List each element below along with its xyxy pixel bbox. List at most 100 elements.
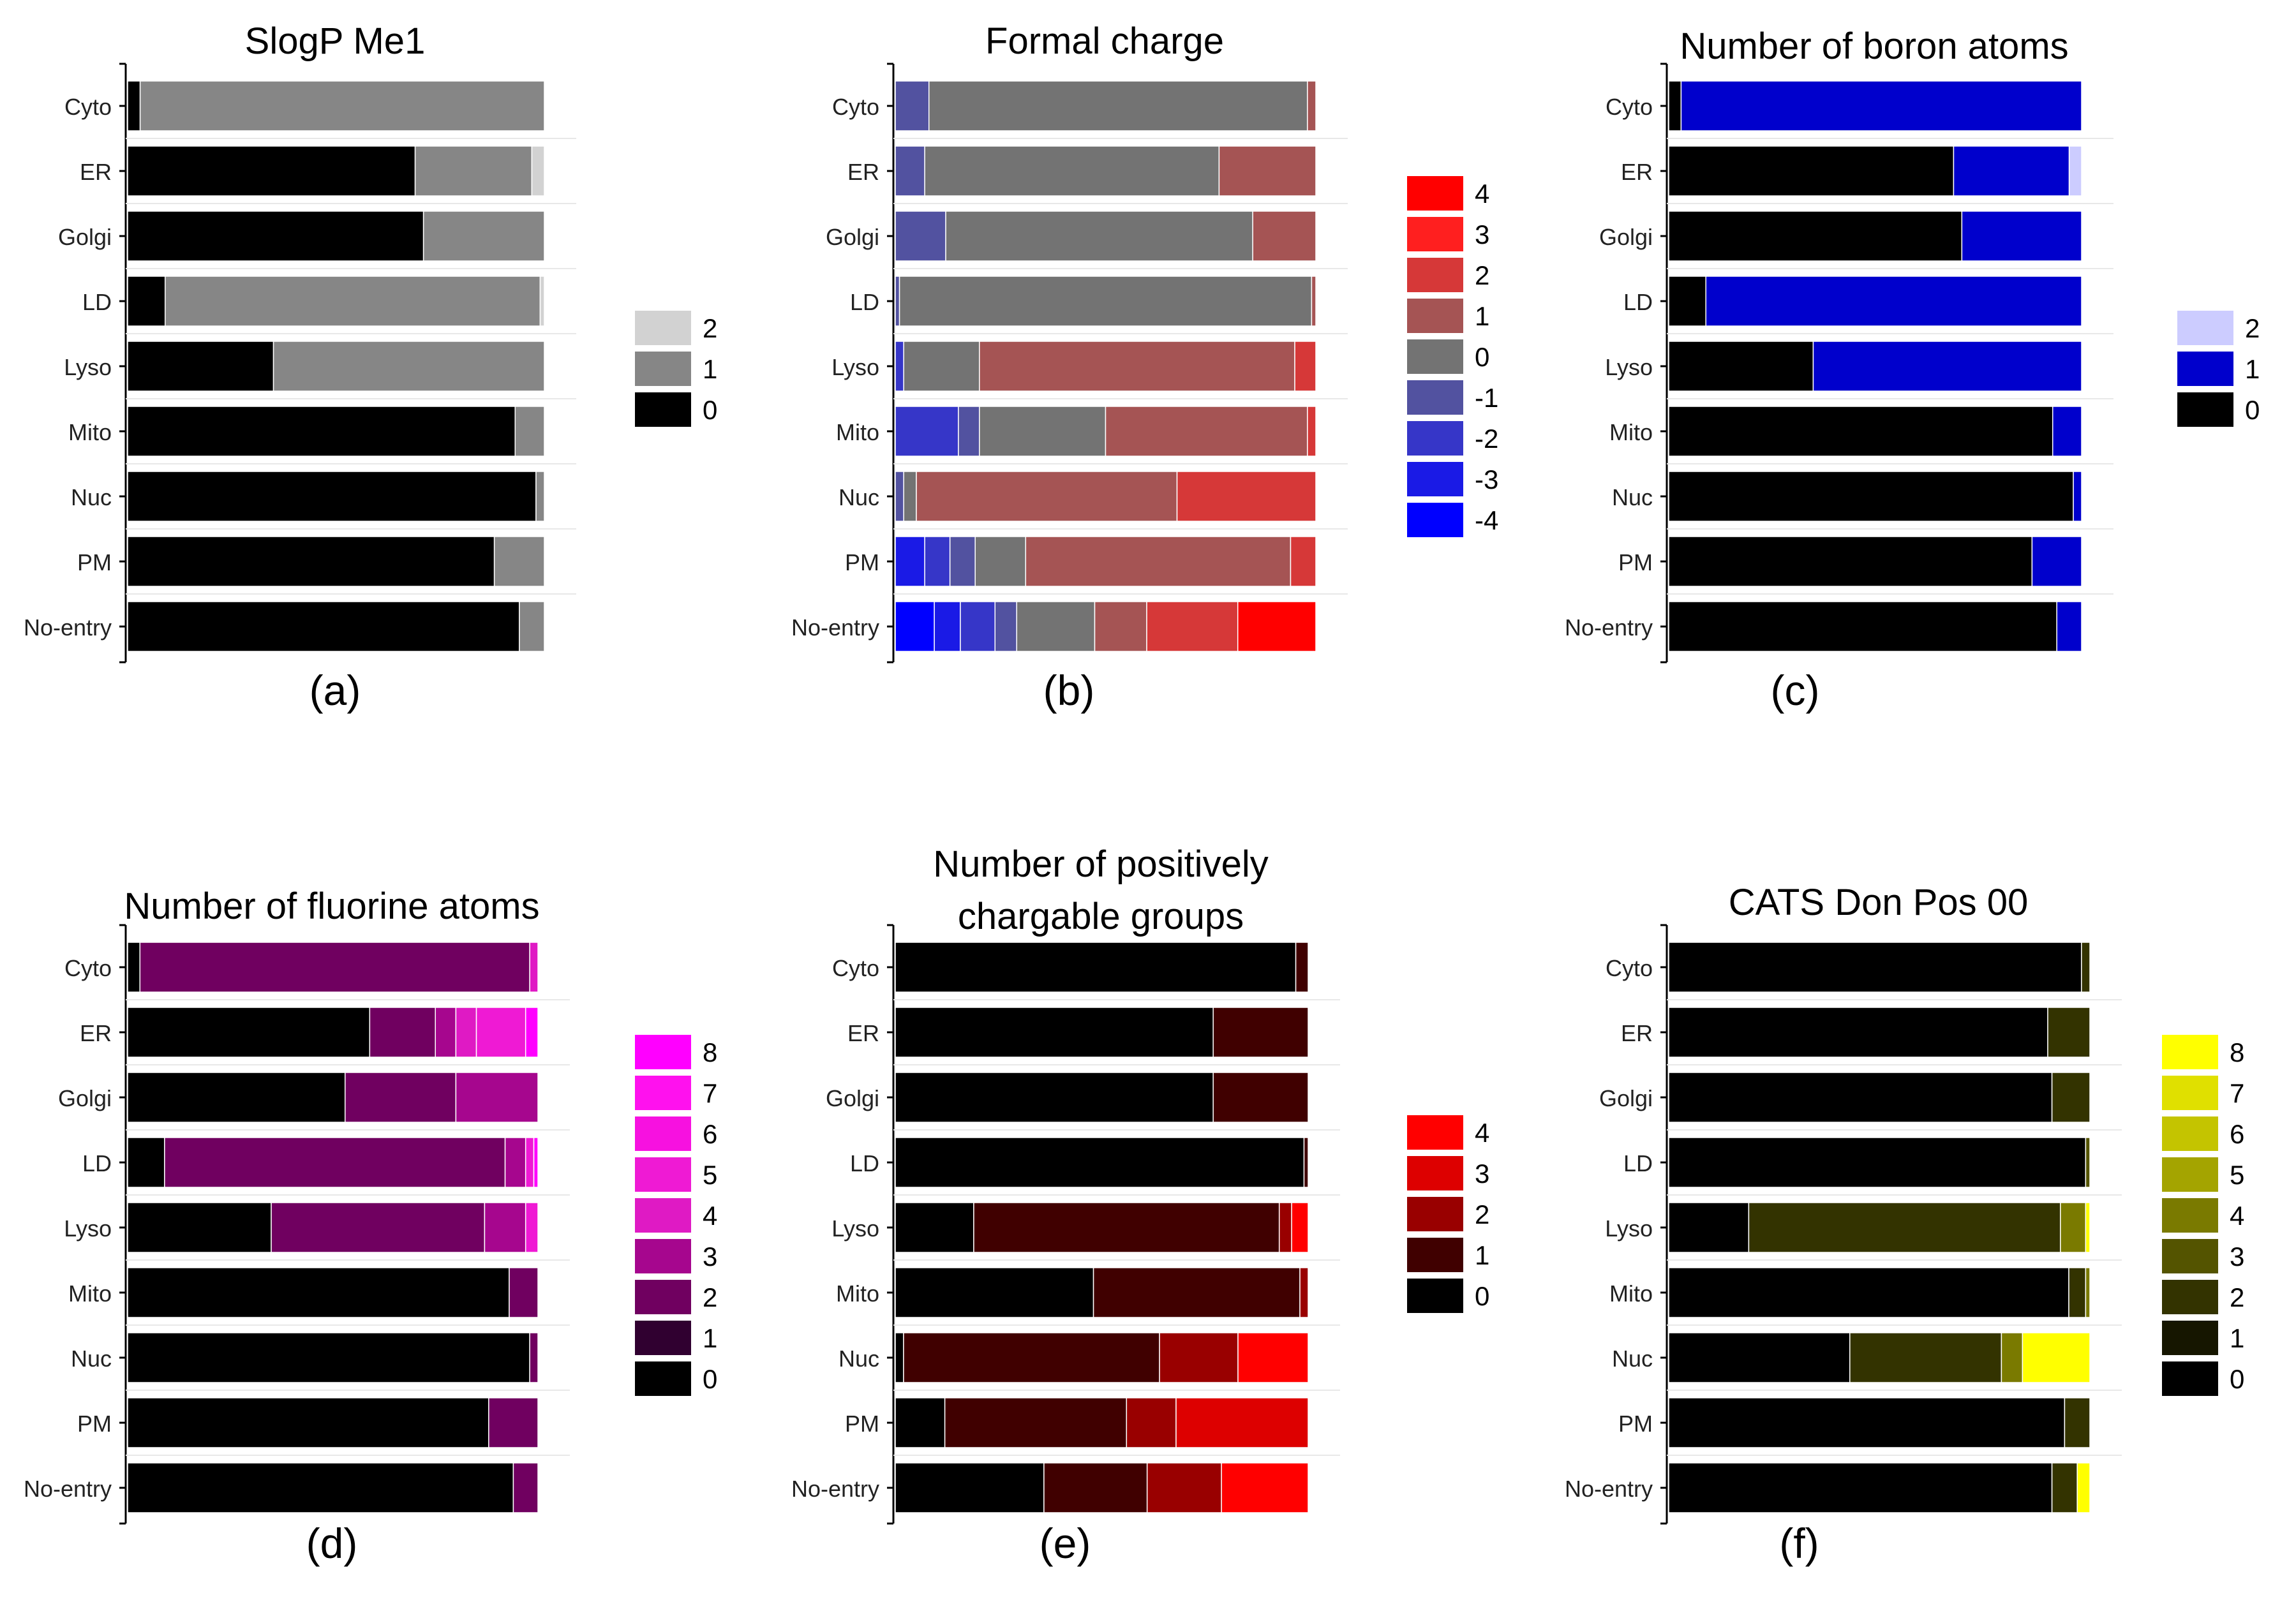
bar-segment [895, 406, 959, 457]
legend-swatch [1407, 380, 1463, 415]
legend-swatch [2177, 352, 2233, 386]
legend-swatch [2162, 1361, 2218, 1396]
bar-segment [979, 406, 1107, 457]
bar-segment [944, 1397, 1128, 1448]
category-label: Nuc [71, 484, 112, 510]
category-label: Golgi [826, 1085, 879, 1111]
legend-swatch [635, 1280, 691, 1314]
bar-segment [895, 341, 904, 392]
legend-label: 8 [703, 1037, 717, 1067]
bar-segment [139, 942, 530, 993]
bar-segment [973, 1202, 1280, 1253]
legend-swatch [1407, 339, 1463, 374]
bar-segment [488, 1397, 539, 1448]
bar-segment [1668, 601, 2057, 652]
chart-title: CATS Don Pos 00 [1729, 882, 2029, 923]
category-label: PM [845, 1411, 879, 1437]
legend-swatch [635, 1361, 691, 1396]
category-label: ER [80, 1020, 112, 1046]
legend-swatch [635, 1198, 691, 1233]
legend-label: 2 [2230, 1282, 2244, 1312]
bar-segment [1748, 1202, 2061, 1253]
legend-label: 5 [2230, 1160, 2244, 1190]
bar-segment [165, 276, 541, 327]
panel-caption: (c) [1771, 667, 1820, 714]
category-label: Lyso [1605, 354, 1653, 380]
legend-swatch [2162, 1321, 2218, 1355]
bar-segment [928, 80, 1308, 131]
bar-segment [1668, 145, 1955, 197]
category-label: LD [1623, 289, 1653, 315]
legend-swatch [2162, 1239, 2218, 1273]
bar-segment [895, 942, 1297, 993]
bar-segment [369, 1007, 436, 1058]
chart-title: SlogP Me1 [245, 20, 426, 62]
bar-segment [945, 211, 1253, 262]
legend-swatch [635, 352, 691, 386]
legend-swatch [1407, 1197, 1463, 1231]
category-label: PM [1618, 1411, 1653, 1437]
category-label: Nuc [71, 1346, 112, 1372]
legend-swatch [635, 1035, 691, 1069]
legend-label: 3 [1475, 219, 1489, 249]
bar-segment [2068, 1267, 2087, 1318]
bar-segment [127, 211, 424, 262]
bar-segment [422, 211, 545, 262]
bar-segment [127, 1462, 514, 1513]
category-label: No-entry [1565, 614, 1653, 641]
category-label: Mito [836, 1280, 879, 1307]
legend-label: -3 [1475, 464, 1498, 494]
bar-segment [895, 1332, 904, 1383]
bar-segment [493, 536, 545, 587]
bar-segment [1668, 341, 1814, 392]
category-label: Golgi [826, 224, 879, 250]
legend-label: 4 [1475, 1118, 1489, 1148]
bar-segment [127, 1202, 272, 1253]
bar-segment [519, 601, 545, 652]
legend-swatch [1407, 299, 1463, 333]
legend-swatch [635, 311, 691, 345]
legend-swatch [2162, 1116, 2218, 1151]
bar-segment [1291, 1202, 1309, 1253]
bar-segment [1237, 601, 1316, 652]
bar-segment [916, 471, 1178, 522]
bar-segment [1092, 1267, 1301, 1318]
bar-segment [1668, 211, 1963, 262]
panel-caption: (e) [1040, 1520, 1091, 1567]
legend-label: 6 [703, 1119, 717, 1149]
legend-label: 7 [2230, 1078, 2244, 1108]
legend-label: 5 [703, 1160, 717, 1190]
bar-segment [1668, 80, 1682, 131]
chart-panel-d: Number of fluorine atoms Cyto ER Golgi LD Lys… [24, 886, 717, 1567]
bar-segment [895, 601, 935, 652]
bar-segment [475, 1007, 526, 1058]
bar-segment [1290, 536, 1316, 587]
chart-title: Number of fluorine atoms [124, 886, 539, 927]
bar-segment [1812, 341, 2082, 392]
category-label: ER [80, 159, 112, 185]
bar-segment [1668, 942, 2082, 993]
bar-segment [504, 1137, 526, 1188]
category-label: Mito [68, 1280, 112, 1307]
category-label: No-entry [791, 1476, 879, 1502]
bar-segment [2051, 1072, 2091, 1123]
category-label: ER [1621, 159, 1653, 185]
legend-swatch [1407, 462, 1463, 496]
legend-label: 0 [703, 1364, 717, 1394]
category-label: LD [82, 289, 112, 315]
bar-segment [895, 1267, 1094, 1318]
category-label: ER [847, 1020, 879, 1046]
category-label: PM [1618, 549, 1653, 575]
bar-segment [455, 1007, 477, 1058]
legend-label: 4 [1475, 179, 1489, 209]
legend-swatch [1407, 1279, 1463, 1313]
bar-segment [2073, 471, 2082, 522]
category-label: No-entry [791, 614, 879, 641]
bar-segment [1668, 1137, 2087, 1188]
bar-segment [895, 1462, 1045, 1513]
chart-panel-f: CATS Don Pos 00 Cyto ER Golgi LD Lyso Mito Nuc P… [1565, 882, 2244, 1567]
category-label: Mito [836, 419, 879, 445]
bar-segment [2051, 1462, 2078, 1513]
chart-panel-c: Number of boron atoms Cyto ER Golgi LD Lyso Mi… [1565, 26, 2260, 714]
category-label: Golgi [1599, 1085, 1653, 1111]
